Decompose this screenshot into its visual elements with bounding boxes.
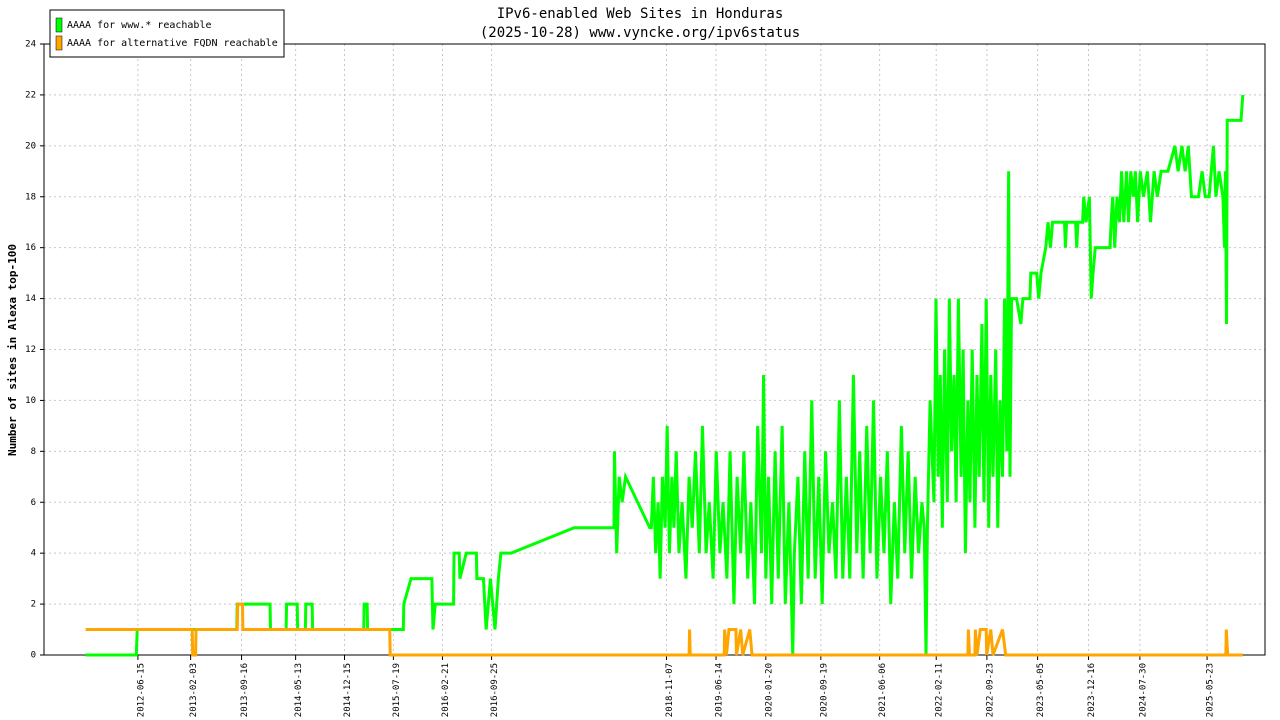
x-tick-label: 2020-09-19 [819, 663, 829, 717]
x-tick-label: 2024-07-30 [1138, 663, 1148, 717]
y-tick-label: 8 [31, 447, 36, 457]
data-line [85, 94, 1245, 657]
y-tick-label: 14 [25, 294, 36, 304]
x-tick-label: 2014-12-15 [343, 663, 353, 717]
y-tick-label: 4 [31, 549, 36, 559]
x-tick-label: 2013-09-16 [240, 663, 250, 717]
legend: AAAA for www.* reachable AAAA for alterna… [49, 9, 285, 58]
y-axis-label: Number of sites in Alexa top-100 [6, 244, 19, 456]
chart-title: IPv6-enabled Web Sites in Honduras [497, 6, 784, 22]
x-tick-label: 2022-02-11 [935, 663, 945, 717]
y-tick-label: 16 [25, 243, 36, 253]
y-tick-label: 0 [31, 651, 36, 661]
x-tick-label: 2023-05-05 [1036, 663, 1046, 717]
legend-swatch [55, 35, 63, 51]
x-tick-label: 2016-09-25 [490, 663, 500, 717]
x-tick-label: 2018-11-07 [665, 663, 675, 717]
chart-subtitle: (2025-10-28) www.vyncke.org/ipv6status [480, 25, 800, 41]
x-tick-label: 2020-01-20 [764, 663, 774, 717]
x-tick-label: 2016-02-21 [441, 663, 451, 717]
x-tick-label: 2021-06-06 [878, 663, 888, 717]
y-tick-label: 18 [25, 192, 36, 202]
legend-label: AAAA for www.* reachable [67, 20, 212, 31]
x-tick-label: 2012-06-15 [136, 663, 146, 717]
x-tick-label: 2015-07-19 [392, 663, 402, 717]
x-tick-label: 2025-05-23 [1206, 663, 1216, 717]
x-tick-label: 2022-09-23 [985, 663, 995, 717]
legend-label: AAAA for alternative FQDN reachable [67, 38, 278, 49]
legend-box [49, 9, 285, 58]
x-tick-label: 2013-02-03 [189, 663, 199, 717]
y-tick-label: 2 [31, 600, 36, 610]
y-tick-label: 12 [25, 345, 36, 355]
legend-swatch [55, 17, 63, 33]
x-tick-label: 2014-05-13 [294, 663, 304, 717]
y-tick-label: 24 [25, 40, 36, 50]
x-tick-label: 2019-06-14 [715, 663, 725, 717]
x-tick-label: 2023-12-16 [1087, 663, 1097, 717]
y-tick-label: 10 [25, 396, 36, 406]
data-line [85, 602, 1243, 657]
y-tick-label: 22 [25, 90, 36, 100]
y-tick-label: 20 [25, 141, 36, 151]
y-tick-label: 6 [31, 498, 36, 508]
